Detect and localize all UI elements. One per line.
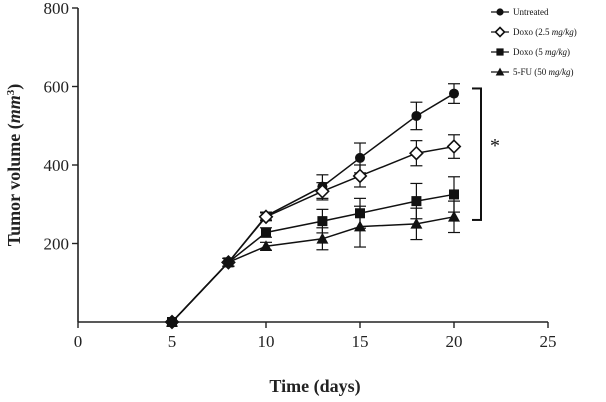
data-point-triangle (166, 316, 178, 327)
legend-label-main: Untreated (513, 7, 549, 17)
data-point-diamond (446, 139, 462, 154)
legend-label-end: ) (574, 27, 577, 37)
y-axis-title-suffix: ) (4, 84, 25, 90)
y-axis-title-unit: mm (4, 95, 24, 123)
y-axis-title: Tumor volume (mm3) (4, 84, 25, 247)
series-line (171, 145, 455, 323)
data-point-circle (355, 152, 365, 163)
y-tick-label: 400 (44, 156, 70, 175)
data-point-triangle (260, 240, 272, 252)
data-point-square (261, 227, 271, 238)
data-point-triangle (495, 67, 505, 76)
data-point-triangle (410, 217, 423, 229)
legend-label-main: Doxo (2.5 (513, 27, 552, 37)
legend-item-3: Doxo (5 mg/kg) (491, 47, 570, 57)
x-tick-label: 25 (540, 332, 557, 351)
significance-bracket: * (472, 87, 500, 221)
x-tick-label: 0 (74, 332, 83, 351)
data-point-diamond (258, 209, 274, 225)
data-point-circle (449, 88, 459, 99)
plot-area (164, 83, 462, 330)
data-point-square (411, 196, 422, 207)
series-line (171, 216, 455, 323)
x-tick-label: 15 (352, 332, 369, 351)
significance-star: * (490, 135, 500, 157)
data-point-square (449, 189, 459, 200)
data-point-diamond (315, 183, 330, 199)
legend-label: 5-FU (50 mg/kg) (513, 67, 574, 77)
x-axis-title: Time (days) (269, 376, 360, 397)
data-point-triangle (448, 210, 460, 222)
y-axis-title-prefix: Tumor volume ( (4, 123, 25, 246)
series-3 (167, 176, 460, 327)
legend-label-end: ) (571, 67, 574, 77)
y-tick-label: 800 (44, 0, 70, 18)
legend-item-2: Doxo (2.5 mg/kg) (491, 26, 577, 38)
legend-label: Doxo (2.5 mg/kg) (513, 27, 577, 37)
data-point-square (496, 48, 504, 56)
data-point-diamond (409, 145, 424, 161)
data-point-square (317, 216, 328, 227)
legend-label-end: ) (567, 47, 570, 57)
x-tick-label: 20 (446, 332, 463, 351)
data-point-triangle (222, 256, 235, 268)
legend-label-main: 5-FU (50 (513, 67, 549, 77)
axis-ticks: 0 5 10 15 20 25 200 400 600 800 (44, 0, 557, 351)
legend-item-4: 5-FU (50 mg/kg) (491, 67, 574, 77)
legend-label: Untreated (513, 7, 549, 17)
data-point-triangle (354, 220, 366, 232)
legend-label-unit: mg/kg (549, 67, 571, 77)
axes (77, 8, 548, 323)
legend-label-unit: mg/kg (545, 47, 567, 57)
x-tick-label: 10 (258, 332, 275, 351)
x-tick-label: 5 (168, 332, 177, 351)
series-line (171, 193, 455, 323)
y-axis-title-exponent: 3 (5, 89, 17, 95)
y-tick-label: 200 (44, 235, 70, 254)
legend-label: Doxo (5 mg/kg) (513, 47, 570, 57)
series-4 (166, 200, 460, 327)
data-point-diamond (494, 26, 506, 38)
data-point-circle (496, 8, 504, 16)
legend-item-1: Untreated (491, 7, 549, 17)
data-point-triangle (316, 232, 329, 244)
legend-label-unit: mg/kg (552, 27, 574, 37)
y-tick-label: 600 (44, 78, 70, 97)
legend-label-main: Doxo (5 (513, 47, 545, 57)
data-point-diamond (352, 168, 368, 184)
data-point-circle (411, 110, 422, 121)
